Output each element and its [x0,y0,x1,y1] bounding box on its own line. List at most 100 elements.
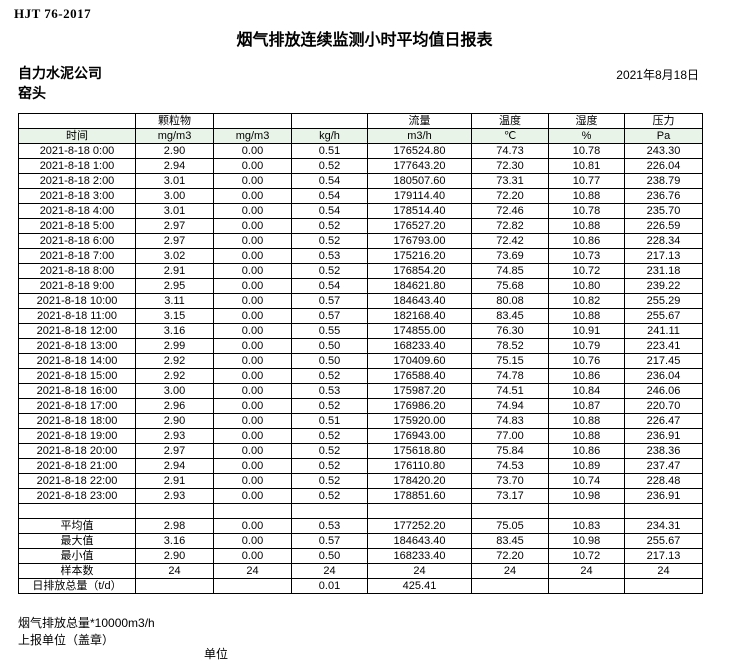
cell-hum: 10.74 [548,473,625,489]
cell-time: 2021-8-18 16:00 [18,383,136,399]
cell-pres: 236.91 [624,428,703,444]
footer-note-reporter: 上报单位（盖章） [18,633,115,647]
table-group-header-row: 颗粒物 流量 温度 湿度 压力 [18,113,703,129]
cell-hum: 10.98 [548,533,625,549]
cell-total-hum [548,578,625,594]
cell-c2: 0.00 [213,353,292,369]
cell-temp: 74.78 [471,368,549,384]
cell-time: 2021-8-18 13:00 [18,338,136,354]
cell-c1: 2.93 [135,428,214,444]
cell-c2: 0.00 [213,413,292,429]
cell-pres: 217.13 [624,248,703,264]
blank-cell [291,503,368,519]
cell-c2: 0.00 [213,443,292,459]
cell-hum: 10.88 [548,413,625,429]
cell-c3: 0.52 [291,458,368,474]
cell-time: 2021-8-18 11:00 [18,308,136,324]
cell-c2: 0.00 [213,383,292,399]
page-title: 烟气排放连续监测小时平均值日报表 [236,32,493,49]
cell-c1: 2.90 [135,413,214,429]
emission-report-table: 颗粒物 流量 温度 湿度 压力 时间 mg/m3 mg/m3 kg/h m3/h ℃% Pa 2021-… [18,113,703,594]
cell-time: 2021-8-18 2:00 [18,173,136,189]
cell-c2: 0.00 [213,533,292,549]
cell-stat-label: 平均值 [18,518,136,534]
cell-c1: 3.02 [135,248,214,264]
cell-c3: 0.52 [291,488,368,504]
blank-cell [18,503,136,519]
cell-hum: 10.77 [548,173,625,189]
cell-temp: 72.46 [471,203,549,219]
group-header-cell: 流量 [367,113,472,129]
cell-c2: 0.00 [213,368,292,384]
cell-c2: 0.00 [213,233,292,249]
cell-c3: 0.52 [291,218,368,234]
cell-time: 2021-8-18 19:00 [18,428,136,444]
cell-flow: 184643.40 [367,293,472,309]
cell-time: 2021-8-18 14:00 [18,353,136,369]
cell-temp: 72.20 [471,188,549,204]
units-cell: Pa [624,128,703,144]
table-row: 2021-8-18 9:00 2.95 0.00 0.54 184621.80 75.68… [18,278,703,294]
cell-c2: 0.00 [213,218,292,234]
cell-hum: 10.82 [548,293,625,309]
cell-pres: 231.18 [624,263,703,279]
report-date: 2021年8月18日 [616,68,699,82]
cell-stat-label: 最小值 [18,548,136,564]
cell-flow: 184621.80 [367,278,472,294]
cell-flow: 175920.00 [367,413,472,429]
cell-c3: 0.50 [291,548,368,564]
cell-total-temp [471,578,549,594]
cell-flow: 179114.40 [367,188,472,204]
cell-time: 2021-8-18 20:00 [18,443,136,459]
cell-temp: 73.70 [471,473,549,489]
cell-pres: 223.41 [624,338,703,354]
table-row: 2021-8-18 3:00 3.00 0.00 0.54 179114.40 72.20… [18,188,703,204]
cell-flow: 170409.60 [367,353,472,369]
cell-c1: 24 [135,563,214,579]
cell-c2: 0.00 [213,188,292,204]
table-stat-row: 最大值 3.16 0.00 0.57 184643.40 83.45 10.98 255.67 [18,533,703,549]
cell-c2: 0.00 [213,473,292,489]
blank-cell [624,503,703,519]
cell-pres: 236.04 [624,368,703,384]
device-name: 窑头 [18,85,46,101]
units-cell: 时间 [18,128,136,144]
cell-c3: 0.54 [291,278,368,294]
cell-temp: 75.15 [471,353,549,369]
cell-hum: 10.76 [548,353,625,369]
cell-temp: 80.08 [471,293,549,309]
cell-flow: 182168.40 [367,308,472,324]
cell-temp: 73.17 [471,488,549,504]
cell-flow: 176943.00 [367,428,472,444]
cell-c1: 3.16 [135,323,214,339]
table-row: 2021-8-18 17:00 2.96 0.00 0.52 176986.20 74.9… [18,398,703,414]
cell-time: 2021-8-18 5:00 [18,218,136,234]
cell-temp: 83.45 [471,308,549,324]
cell-time: 2021-8-18 12:00 [18,323,136,339]
cell-pres: 220.70 [624,398,703,414]
cell-pres: 226.59 [624,218,703,234]
cell-hum: 10.87 [548,398,625,414]
cell-pres: 236.76 [624,188,703,204]
cell-flow: 176588.40 [367,368,472,384]
group-header-cell: 湿度 [548,113,625,129]
cell-c3: 0.53 [291,383,368,399]
cell-hum: 10.91 [548,323,625,339]
cell-hum: 10.79 [548,338,625,354]
cell-time: 2021-8-18 10:00 [18,293,136,309]
cell-c2: 0.00 [213,173,292,189]
cell-flow: 176524.80 [367,143,472,159]
cell-c1: 2.94 [135,458,214,474]
cell-c1: 3.15 [135,308,214,324]
cell-hum: 10.86 [548,368,625,384]
cell-c3: 0.50 [291,353,368,369]
table-stat-row: 平均值 2.98 0.00 0.53 177252.20 75.05 10.83 234.31 [18,518,703,534]
cell-c2: 24 [213,563,292,579]
cell-c3: 0.52 [291,368,368,384]
table-row: 2021-8-18 12:00 3.16 0.00 0.55 174855.00 76.3… [18,323,703,339]
cell-c2: 0.00 [213,308,292,324]
group-header-cell [18,113,136,129]
table-row: 2021-8-18 21:00 2.94 0.00 0.52 176110.80 74.5… [18,458,703,474]
cell-pres: 235.70 [624,203,703,219]
cell-hum: 24 [548,563,625,579]
